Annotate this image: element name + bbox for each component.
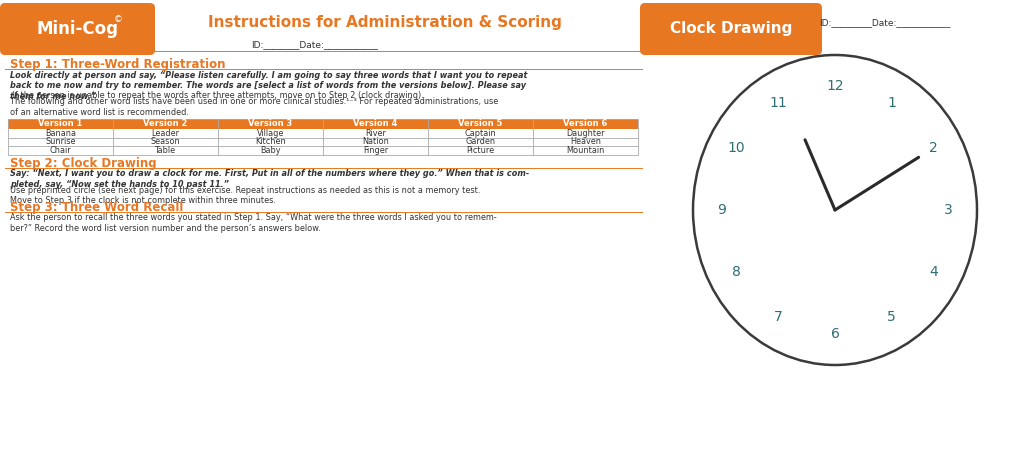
Text: Daughter: Daughter	[566, 129, 605, 138]
Text: Banana: Banana	[45, 129, 76, 138]
Text: 4: 4	[929, 265, 938, 279]
Text: Finger: Finger	[362, 146, 388, 155]
Text: Season: Season	[151, 137, 180, 146]
Text: Look directly at person and say, “Please listen carefully. I am going to say thr: Look directly at person and say, “Please…	[10, 71, 527, 101]
Text: Use preprinted circle (see next page) for this exercise. Repeat instructions as : Use preprinted circle (see next page) fo…	[10, 186, 480, 205]
Text: ID:_________Date:____________: ID:_________Date:____________	[819, 19, 950, 27]
Text: Baby: Baby	[260, 146, 281, 155]
Text: If the person is unable to repeat the words after three attempts, move on to Ste: If the person is unable to repeat the wo…	[10, 91, 424, 101]
Text: Nation: Nation	[362, 137, 389, 146]
Text: Sunrise: Sunrise	[45, 137, 76, 146]
Text: 6: 6	[830, 327, 840, 341]
Text: Step 1: Three-Word Registration: Step 1: Three-Word Registration	[10, 58, 225, 71]
Text: Captain: Captain	[465, 129, 497, 138]
Text: Picture: Picture	[467, 146, 495, 155]
Text: 2: 2	[929, 141, 938, 155]
Text: Mountain: Mountain	[566, 146, 605, 155]
Text: Version 3: Version 3	[249, 120, 293, 128]
Text: ID:________Date:____________: ID:________Date:____________	[252, 40, 379, 50]
Text: 7: 7	[774, 310, 782, 324]
Text: 3: 3	[944, 203, 953, 217]
Text: Version 2: Version 2	[143, 120, 187, 128]
Text: Heaven: Heaven	[570, 137, 601, 146]
Text: Garden: Garden	[466, 137, 496, 146]
Text: 5: 5	[888, 310, 896, 324]
Text: Clock Drawing: Clock Drawing	[670, 21, 793, 36]
Text: 10: 10	[728, 141, 745, 155]
Text: Instructions for Administration & Scoring: Instructions for Administration & Scorin…	[208, 15, 562, 30]
Text: Ask the person to recall the three words you stated in Step 1. Say, “What were t: Ask the person to recall the three words…	[10, 213, 497, 233]
Text: Version 4: Version 4	[353, 120, 397, 128]
FancyBboxPatch shape	[0, 3, 155, 55]
Text: 9: 9	[717, 203, 726, 217]
Ellipse shape	[693, 55, 977, 365]
Text: 1: 1	[888, 96, 896, 110]
Text: The following and other word lists have been used in one or more clinical studie: The following and other word lists have …	[10, 97, 499, 117]
Text: Step 3: Three Word Recall: Step 3: Three Word Recall	[10, 202, 183, 214]
Text: ©: ©	[114, 15, 123, 24]
FancyBboxPatch shape	[640, 3, 822, 55]
Bar	[8, 119, 638, 129]
Text: Say: “Next, I want you to draw a clock for me. First, Put in all of the numbers : Say: “Next, I want you to draw a clock f…	[10, 170, 529, 189]
Text: Version 1: Version 1	[38, 120, 83, 128]
Text: 8: 8	[732, 265, 741, 279]
Text: Version 6: Version 6	[563, 120, 607, 128]
Text: River: River	[366, 129, 386, 138]
Text: Kitchen: Kitchen	[255, 137, 286, 146]
Text: Table: Table	[155, 146, 176, 155]
Text: Mini-Cog: Mini-Cog	[37, 20, 119, 37]
Text: Step 2: Clock Drawing: Step 2: Clock Drawing	[10, 157, 157, 171]
Text: Chair: Chair	[50, 146, 72, 155]
Text: Village: Village	[257, 129, 285, 138]
Text: Leader: Leader	[152, 129, 179, 138]
Text: 11: 11	[769, 96, 787, 110]
Text: Version 5: Version 5	[459, 120, 503, 128]
Text: 12: 12	[826, 79, 844, 93]
